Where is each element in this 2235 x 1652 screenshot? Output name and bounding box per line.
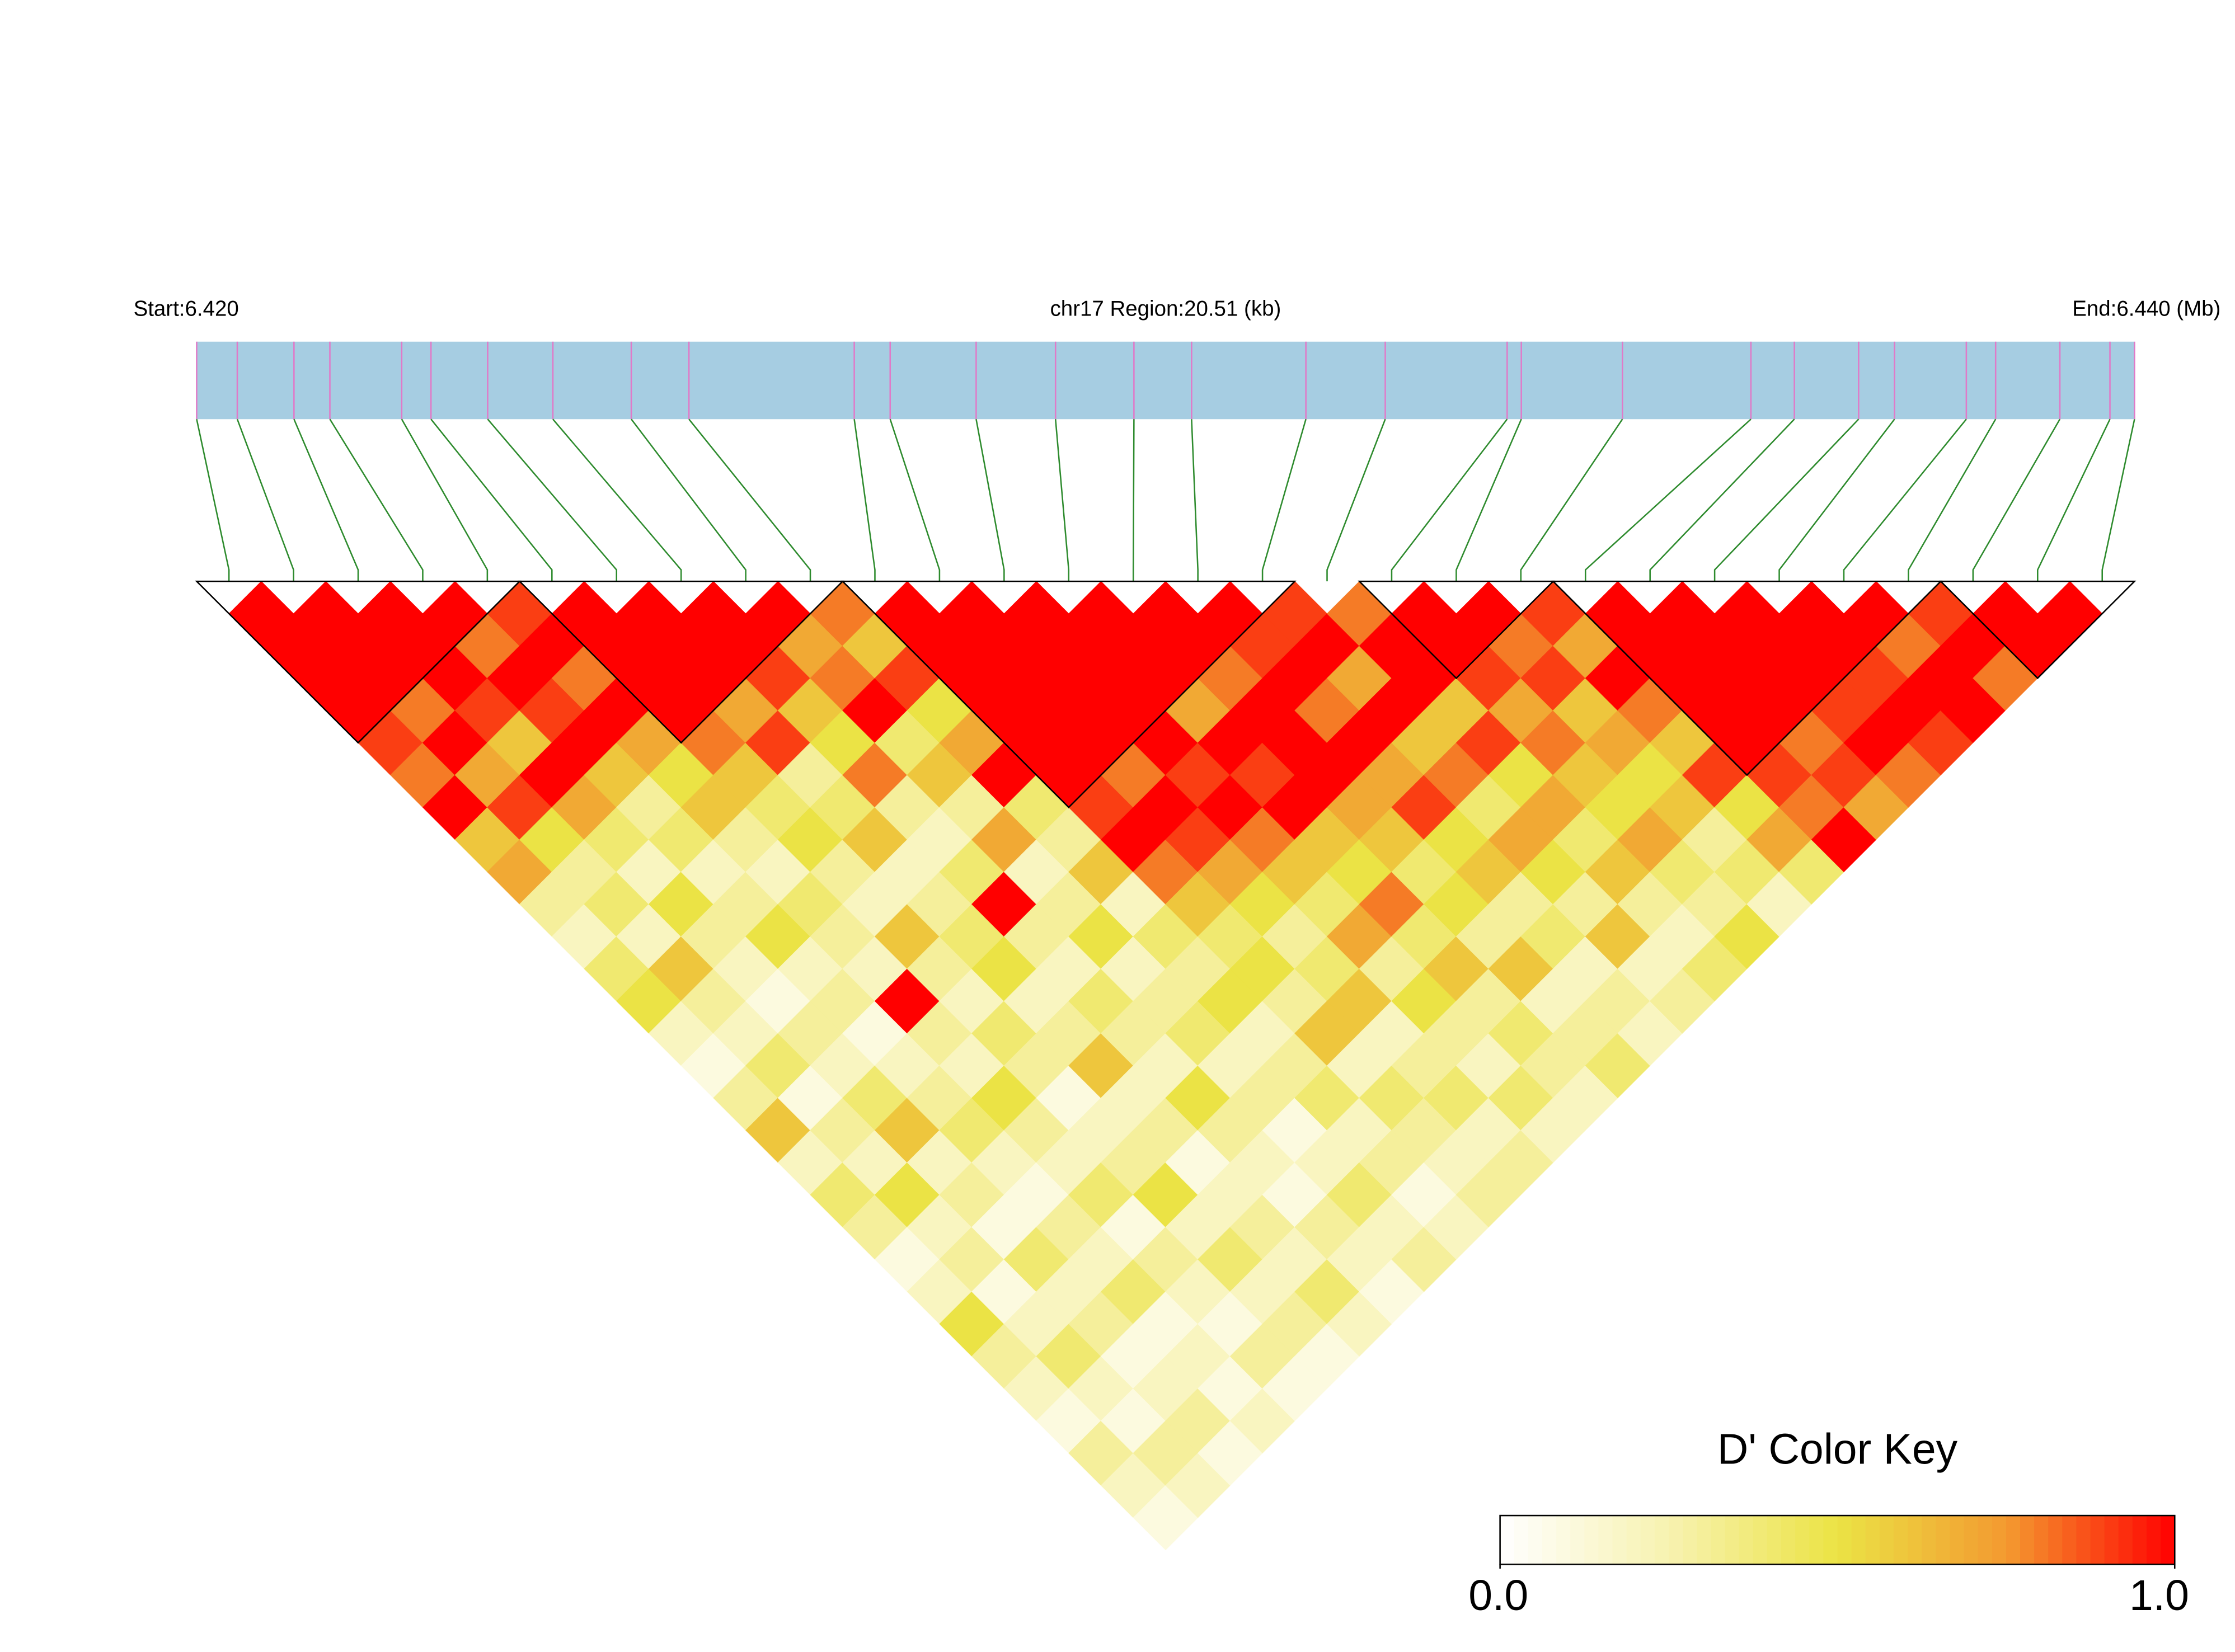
ld-matrix [228,581,2103,1551]
snp-connector [1191,419,1199,582]
colorbar-swatch [1669,1515,1684,1565]
colorbar-swatch [1683,1515,1698,1565]
colorbar-swatch [2118,1515,2134,1565]
snp-connector [1261,418,1307,582]
snp-connector [430,418,553,582]
snp-connector [1326,418,1386,582]
colorbar-frame [1499,1514,2176,1565]
ld-block [1358,580,1555,680]
snp-connector [1584,418,1752,582]
colorbar-tick-label: 0.0 [1468,1571,1528,1620]
snp-connector [1713,418,1860,582]
snp-connector [631,418,746,582]
colorbar-swatch [2161,1515,2176,1565]
colorbar-swatch [1851,1515,1866,1565]
colorbar-swatch [1500,1515,1515,1565]
colorbar-swatch [1767,1515,1782,1565]
colorbar-swatch [1823,1515,1838,1565]
colorbar-swatch [1556,1515,1571,1565]
snp-connector [1778,418,1895,582]
colorbar-swatch [1809,1515,1824,1565]
colorbar-swatch [1612,1515,1627,1565]
colorbar-title: D' Color Key [1717,1425,1958,1474]
colorbar-swatch [2006,1515,2021,1565]
snp-connector [552,418,682,582]
snp-connector [1908,418,1997,582]
colorbar-swatch [1725,1515,1740,1565]
colorbar-swatch [2048,1515,2063,1565]
colorbar-swatch [1570,1515,1585,1565]
colorbar-swatch [1711,1515,1726,1565]
snp-connector [487,418,618,582]
colorbar-swatch [1584,1515,1599,1565]
chart-title: chr17 Region:20.51 (kb) [1050,296,1281,321]
snp-connector [196,419,230,582]
snp-connector [236,418,294,582]
colorbar-swatch [1936,1515,1951,1565]
colorbar-swatch [1978,1515,1993,1565]
snp-connector [688,418,811,582]
colorbar-swatch [1514,1515,1529,1565]
colorbar-swatch [1795,1515,1810,1565]
snp-connector [1972,418,2061,582]
colorbar-swatch [1542,1515,1557,1565]
colorbar-swatch [1922,1515,1937,1565]
ld-block [841,580,1297,808]
colorbar-swatch [1865,1515,1881,1565]
snp-connector [2037,418,2111,582]
ld-block [195,580,522,744]
colorbar-swatch [1992,1515,2007,1565]
snp-connector [1132,419,1135,582]
colorbar-swatch [1739,1515,1754,1565]
colorbar-swatch [1640,1515,1656,1565]
colorbar-swatch [1626,1515,1642,1565]
snp-connector [2101,419,2135,582]
colorbar-swatch [1950,1515,1965,1565]
colorbar-swatch [1893,1515,1909,1565]
colorbar-swatch [1697,1515,1712,1565]
colorbar-swatch [1964,1515,1979,1565]
colorbar-swatch [1837,1515,1852,1565]
colorbar-tick-label: 1.0 [2129,1571,2189,1620]
snp-connector [401,418,489,582]
colorbar-swatch [2104,1515,2120,1565]
colorbar-swatch [2034,1515,2049,1565]
colorbar-swatch [2147,1515,2162,1565]
snp-connector [853,419,876,582]
chromosome-bar [196,341,2135,420]
ld-block [1551,580,1943,776]
colorbar-swatch [1781,1515,1796,1565]
snp-connector [889,418,941,582]
ld-block [518,580,844,744]
colorbar-swatch [1879,1515,1895,1565]
snp-connector [1843,418,1967,582]
snp-connector [1054,419,1070,582]
colorbar-swatch [2076,1515,2091,1565]
snp-connector [975,419,1005,582]
snp-connector [1520,418,1623,582]
colorbar-swatch [2090,1515,2105,1565]
colorbar-swatch [1908,1515,1923,1565]
snp-connector [329,418,424,582]
colorbar-swatch [1598,1515,1613,1565]
ld-block [1939,580,2137,680]
colorbar-swatch [1753,1515,1768,1565]
colorbar-swatch [2062,1515,2077,1565]
axis-end-label: End:6.440 (Mb) [2072,296,2220,321]
snp-connector [293,418,359,582]
snp-connector [1391,418,1508,582]
colorbar-swatch [2132,1515,2148,1565]
colorbar-swatch [2020,1515,2035,1565]
colorbar-swatch [1654,1515,1670,1565]
snp-connector [1455,418,1522,582]
colorbar-swatch [1528,1515,1543,1565]
axis-end-label: Start:6.420 [134,296,239,321]
snp-connector [1649,418,1795,582]
